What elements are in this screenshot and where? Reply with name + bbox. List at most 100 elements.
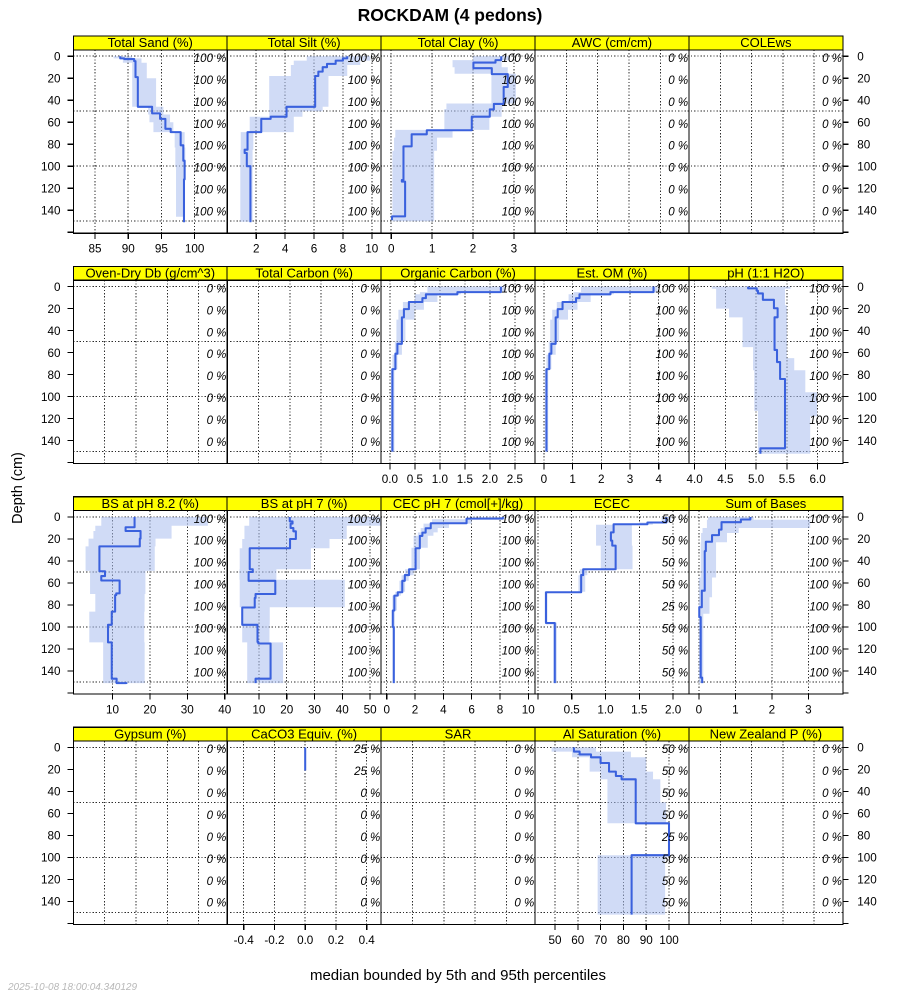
svg-text:100 %: 100 % (502, 558, 535, 570)
svg-text:25 %: 25 % (661, 602, 688, 614)
svg-text:Al Saturation (%): Al Saturation (%) (563, 726, 661, 741)
svg-text:100 %: 100 % (809, 283, 842, 295)
svg-text:50 %: 50 % (662, 580, 688, 592)
svg-text:100 %: 100 % (655, 437, 688, 449)
svg-text:0 %: 0 % (360, 437, 380, 449)
svg-text:0.0: 0.0 (382, 473, 399, 486)
svg-text:100 %: 100 % (194, 97, 227, 109)
svg-text:30: 30 (308, 704, 322, 717)
svg-text:140: 140 (41, 896, 61, 909)
svg-text:100 %: 100 % (348, 119, 381, 131)
svg-text:0 %: 0 % (207, 898, 227, 910)
svg-text:100 %: 100 % (502, 97, 535, 109)
svg-text:0 %: 0 % (822, 75, 842, 87)
svg-text:4: 4 (282, 243, 289, 256)
svg-text:100 %: 100 % (502, 327, 535, 339)
svg-text:1: 1 (429, 243, 436, 256)
svg-text:85: 85 (88, 243, 102, 256)
svg-text:0 %: 0 % (360, 832, 380, 844)
svg-text:80: 80 (857, 830, 871, 843)
svg-text:100 %: 100 % (809, 437, 842, 449)
svg-text:100 %: 100 % (502, 185, 535, 197)
svg-text:0 %: 0 % (207, 305, 227, 317)
svg-text:100 %: 100 % (502, 415, 535, 427)
svg-text:0 %: 0 % (360, 876, 380, 888)
svg-text:120: 120 (857, 182, 877, 195)
svg-text:100 %: 100 % (348, 536, 381, 548)
svg-text:8: 8 (497, 704, 504, 717)
svg-text:50 %: 50 % (662, 854, 688, 866)
svg-text:5.0: 5.0 (748, 473, 765, 486)
svg-text:100 %: 100 % (502, 536, 535, 548)
svg-text:60: 60 (857, 116, 871, 129)
svg-text:40: 40 (47, 94, 61, 107)
svg-text:0: 0 (857, 511, 864, 524)
svg-text:100 %: 100 % (194, 580, 227, 592)
svg-text:4: 4 (440, 704, 447, 717)
svg-text:0.2: 0.2 (328, 934, 344, 947)
svg-text:0 %: 0 % (207, 810, 227, 822)
svg-text:100 %: 100 % (502, 283, 535, 295)
svg-text:50 %: 50 % (662, 766, 688, 778)
svg-text:0 %: 0 % (668, 163, 688, 175)
svg-text:0 %: 0 % (360, 349, 380, 361)
svg-text:95: 95 (155, 243, 169, 256)
svg-text:50 %: 50 % (662, 514, 688, 526)
svg-text:0 %: 0 % (207, 415, 227, 427)
svg-text:20: 20 (857, 533, 871, 546)
svg-text:100 %: 100 % (502, 667, 535, 679)
svg-text:50 %: 50 % (662, 558, 688, 570)
svg-text:25 %: 25 % (353, 766, 380, 778)
svg-text:0: 0 (54, 50, 61, 63)
svg-text:70: 70 (594, 934, 608, 947)
svg-text:3: 3 (805, 704, 812, 717)
svg-text:0 %: 0 % (207, 371, 227, 383)
svg-text:50 %: 50 % (662, 645, 688, 657)
svg-text:0 %: 0 % (207, 788, 227, 800)
svg-text:1: 1 (732, 704, 739, 717)
svg-text:100 %: 100 % (809, 536, 842, 548)
svg-text:3: 3 (627, 473, 634, 486)
svg-text:0.0: 0.0 (297, 934, 314, 947)
svg-text:0 %: 0 % (360, 283, 380, 295)
svg-text:0 %: 0 % (668, 119, 688, 131)
svg-text:100 %: 100 % (348, 667, 381, 679)
svg-text:Est. OM (%): Est. OM (%) (577, 266, 648, 281)
svg-text:100 %: 100 % (194, 514, 227, 526)
svg-text:40: 40 (857, 555, 871, 568)
svg-text:60: 60 (857, 808, 871, 821)
svg-text:80: 80 (47, 138, 61, 151)
svg-text:100: 100 (41, 621, 61, 634)
svg-text:40: 40 (336, 704, 350, 717)
svg-text:50 %: 50 % (662, 536, 688, 548)
svg-text:1.5: 1.5 (457, 473, 474, 486)
svg-text:0 %: 0 % (822, 810, 842, 822)
svg-text:Total Clay (%): Total Clay (%) (418, 35, 499, 50)
svg-text:0 %: 0 % (207, 393, 227, 405)
svg-text:100 %: 100 % (194, 667, 227, 679)
svg-text:100 %: 100 % (809, 558, 842, 570)
svg-text:10: 10 (522, 704, 536, 717)
svg-text:0 %: 0 % (360, 327, 380, 339)
svg-text:Organic Carbon (%): Organic Carbon (%) (400, 266, 516, 281)
svg-text:100 %: 100 % (655, 349, 688, 361)
svg-text:0 %: 0 % (360, 898, 380, 910)
svg-text:60: 60 (47, 808, 61, 821)
svg-text:100 %: 100 % (194, 602, 227, 614)
svg-text:50: 50 (548, 934, 562, 947)
svg-text:pH (1:1 H2O): pH (1:1 H2O) (727, 266, 804, 281)
svg-text:0 %: 0 % (822, 744, 842, 756)
svg-text:40: 40 (857, 94, 871, 107)
svg-text:100 %: 100 % (348, 602, 381, 614)
svg-text:100 %: 100 % (809, 371, 842, 383)
svg-text:140: 140 (41, 665, 61, 678)
svg-text:0 %: 0 % (360, 415, 380, 427)
svg-text:90: 90 (640, 934, 654, 947)
svg-text:100 %: 100 % (809, 645, 842, 657)
svg-text:120: 120 (857, 874, 877, 887)
svg-text:0 %: 0 % (822, 854, 842, 866)
svg-text:0 %: 0 % (822, 207, 842, 219)
svg-text:60: 60 (857, 347, 871, 360)
svg-text:60: 60 (47, 116, 61, 129)
svg-text:0 %: 0 % (207, 744, 227, 756)
